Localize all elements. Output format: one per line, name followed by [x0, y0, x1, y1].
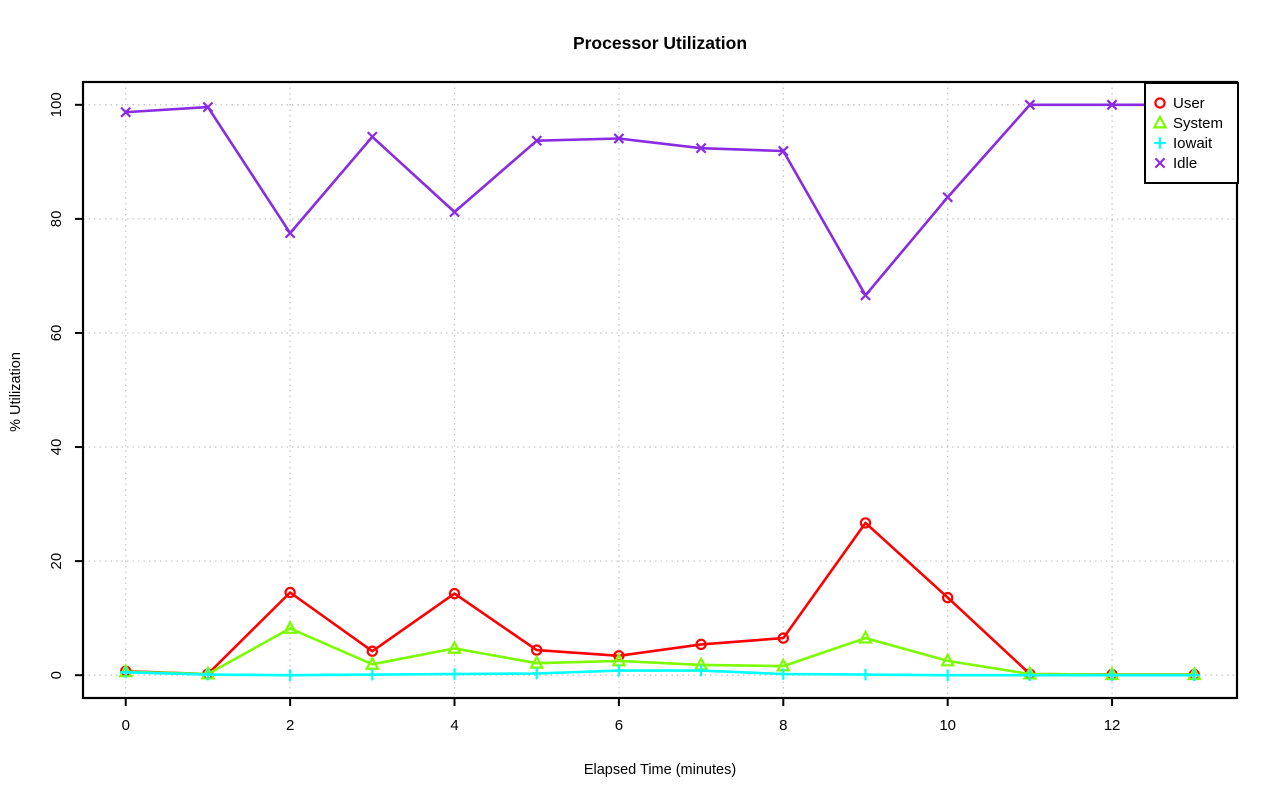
y-tick-label: 60 [48, 325, 65, 342]
y-tick-label: 100 [48, 92, 65, 117]
legend-label-iowait: Iowait [1173, 135, 1213, 152]
plot-border [81, 80, 1239, 700]
x-tick-label: 2 [286, 717, 294, 734]
y-tick-label: 20 [48, 553, 65, 570]
legend-label-system: System [1173, 115, 1223, 132]
y-tick-label: 0 [48, 671, 65, 679]
chart-title: Processor Utilization [572, 33, 748, 53]
series-idle [120, 99, 1200, 301]
legend-label-idle: Idle [1173, 155, 1197, 172]
series-user-line [125, 521, 1195, 676]
x-tick-label: 12 [1104, 717, 1121, 734]
x-tick-label: 0 [122, 717, 130, 734]
series-iowait-line [125, 669, 1195, 677]
x-tick-label: 6 [615, 717, 623, 734]
legend-box [1144, 82, 1239, 184]
x-axis-label: Elapsed Time (minutes) [583, 762, 737, 778]
y-axis: 0 20 40 60 80 100 [48, 92, 83, 679]
series-idle-line [125, 103, 1195, 297]
series-system-line [125, 627, 1195, 676]
y-tick-label: 40 [48, 439, 65, 456]
series-system [118, 619, 1202, 681]
legend: User System Iowait Idle [1144, 82, 1239, 184]
x-axis: 0 2 4 6 8 10 12 [122, 698, 1121, 734]
y-tick-label: 80 [48, 211, 65, 228]
y-axis-label: % Utilization [8, 352, 24, 432]
legend-label-user: User [1173, 95, 1205, 112]
series-iowait [119, 664, 1201, 681]
x-tick-label: 8 [779, 717, 787, 734]
grid-lines [83, 82, 1237, 698]
series-user [120, 517, 1200, 681]
x-tick-label: 4 [450, 717, 458, 734]
x-tick-label: 10 [939, 717, 956, 734]
